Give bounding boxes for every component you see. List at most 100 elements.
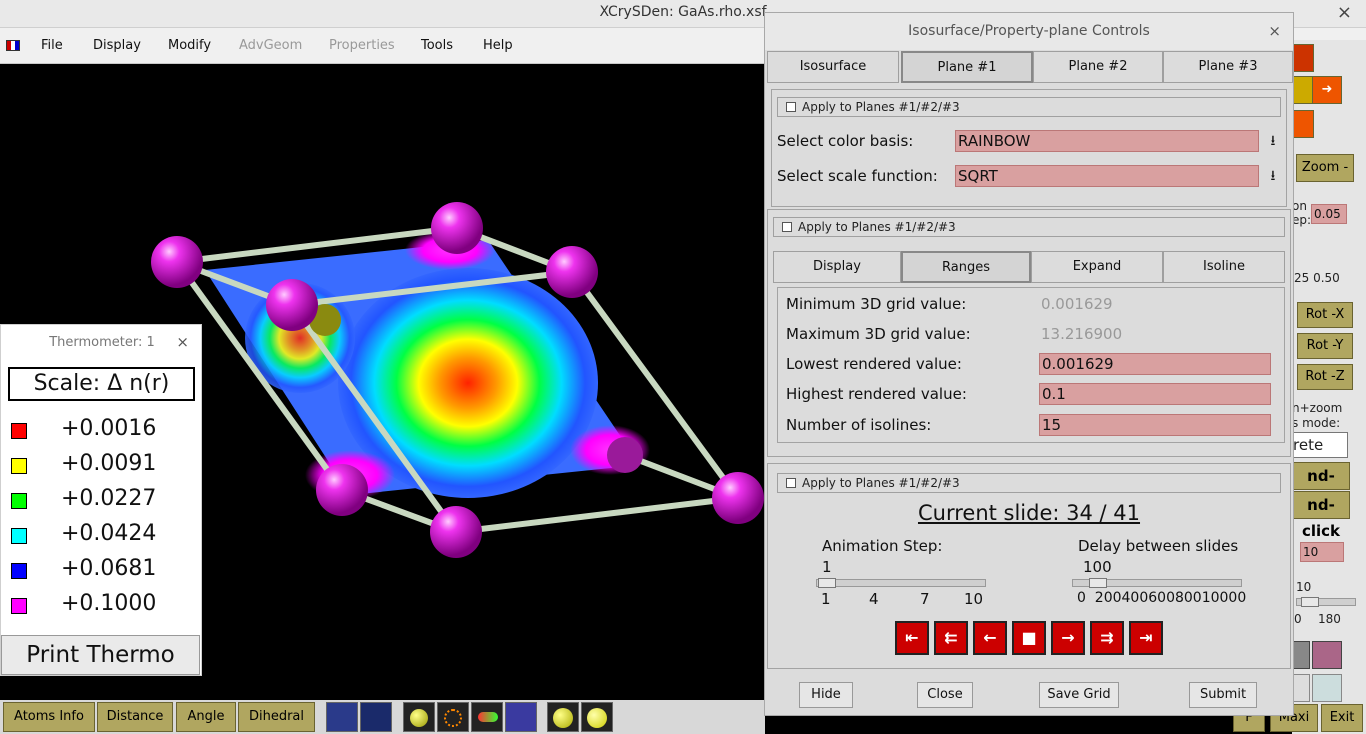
cell-view-icon[interactable]	[326, 702, 358, 732]
balls-icon[interactable]	[403, 702, 435, 732]
animation-step-slider[interactable]	[816, 578, 986, 588]
lowest-rendered-label: Lowest rendered value:	[786, 355, 962, 373]
next-icon[interactable]: →	[1051, 621, 1085, 655]
rewind-icon[interactable]: ⇇	[934, 621, 968, 655]
min-grid-value: 0.001629	[1041, 295, 1113, 313]
wireframe-ball-icon[interactable]	[437, 702, 469, 732]
color-swatch	[11, 528, 27, 544]
delay-label: Delay between slides	[1078, 537, 1239, 555]
apply-planes-checkbox-3[interactable]: Apply to Planes #1/#2/#3	[777, 473, 1281, 493]
tick-180: 180	[1318, 612, 1341, 626]
atom[interactable]	[431, 202, 483, 254]
rotation-step-label: on ep:	[1292, 199, 1312, 227]
fast-forward-icon[interactable]: ⇉	[1090, 621, 1124, 655]
atom[interactable]	[430, 506, 482, 558]
menu-properties: Properties	[329, 38, 395, 53]
space-fill-icon[interactable]	[547, 702, 579, 732]
menu-file[interactable]: File	[41, 38, 63, 53]
anim-tick-7: 7	[920, 590, 930, 608]
atom[interactable]	[546, 246, 598, 298]
atom[interactable]	[316, 464, 368, 516]
angle-slider[interactable]	[1296, 597, 1356, 607]
highest-rendered-field[interactable]: 0.1	[1039, 383, 1271, 405]
thermometer-value: +0.1000	[61, 591, 157, 616]
cursor-icon[interactable]	[1312, 641, 1342, 669]
arrow-right-icon[interactable]: ➜	[1312, 76, 1342, 104]
exit-button[interactable]: Exit	[1321, 704, 1363, 732]
previous-icon[interactable]: ←	[973, 621, 1007, 655]
tab-isosurface[interactable]: Isosurface	[767, 51, 899, 83]
scale-function-field[interactable]: SQRT	[955, 165, 1259, 187]
first-slide-icon[interactable]: ⇤	[895, 621, 929, 655]
dialog-title: Isosurface/Property-plane Controls	[765, 13, 1293, 50]
anim-tick-10: 10	[964, 590, 984, 608]
tab-plane-2[interactable]: Plane #2	[1033, 51, 1163, 83]
thermometer-value: +0.0424	[61, 521, 157, 546]
apply-planes-checkbox-2[interactable]: Apply to Planes #1/#2/#3	[773, 217, 1285, 237]
value-10-field[interactable]: 10	[1300, 542, 1344, 562]
animation-step-value: 1	[822, 558, 832, 576]
mode-select[interactable]: rete	[1292, 432, 1348, 458]
main-close-icon[interactable]: ×	[1336, 2, 1352, 23]
rot-minus-x-button[interactable]: Rot -X	[1297, 302, 1353, 328]
angle-button[interactable]: Angle	[176, 702, 236, 732]
density-core	[338, 268, 598, 498]
isolines-label: Number of isolines:	[786, 416, 932, 434]
tab-plane-3[interactable]: Plane #3	[1163, 51, 1293, 83]
close-button[interactable]: Close	[917, 682, 973, 708]
color-basis-dropdown-icon[interactable]: ⭳	[1270, 133, 1276, 149]
color-swatch	[11, 423, 27, 439]
submit-button[interactable]: Submit	[1189, 682, 1257, 708]
ranges-frame	[767, 209, 1291, 457]
subtab-ranges[interactable]: Ranges	[901, 251, 1031, 283]
lines-icon[interactable]	[505, 702, 537, 732]
color-basis-field[interactable]: RAINBOW	[955, 130, 1259, 152]
menu-help[interactable]: Help	[483, 38, 513, 53]
atom[interactable]	[712, 472, 764, 524]
thermometer-value: +0.0016	[61, 416, 157, 441]
zoom-minus-button[interactable]: Zoom -	[1296, 154, 1354, 182]
atoms-info-button[interactable]: Atoms Info	[3, 702, 95, 732]
hold-mode-button[interactable]: nd-hold	[1292, 462, 1350, 511]
subtab-expand[interactable]: Expand	[1031, 251, 1163, 283]
lowest-rendered-field[interactable]: 0.001629	[1039, 353, 1271, 375]
thermometer-entry: +0.0091	[11, 451, 196, 481]
subtab-isoline[interactable]: Isoline	[1163, 251, 1285, 283]
unit-cell-icon[interactable]	[360, 702, 392, 732]
distance-button[interactable]: Distance	[97, 702, 173, 732]
thermometer-title: Thermometer: 1	[49, 335, 155, 350]
rot-minus-y-button[interactable]: Rot -Y	[1297, 333, 1353, 359]
stop-icon[interactable]: ■	[1012, 621, 1046, 655]
dialog-close-icon[interactable]: ×	[1268, 22, 1281, 40]
sticks-icon[interactable]	[471, 702, 503, 732]
menu-display[interactable]: Display	[93, 38, 141, 53]
dihedral-button[interactable]: Dihedral	[238, 702, 315, 732]
last-slide-icon[interactable]: ⇥	[1129, 621, 1163, 655]
scale-function-dropdown-icon[interactable]: ⭳	[1270, 168, 1276, 184]
atom[interactable]	[266, 279, 318, 331]
isolines-field[interactable]: 15	[1039, 414, 1271, 436]
hide-button[interactable]: Hide	[799, 682, 853, 708]
save-image-icon[interactable]	[1312, 674, 1342, 702]
subtab-display[interactable]: Display	[773, 251, 901, 283]
save-grid-button[interactable]: Save Grid	[1039, 682, 1119, 708]
menu-modify[interactable]: Modify	[168, 38, 212, 53]
apply-planes-checkbox-1[interactable]: Apply to Planes #1/#2/#3	[777, 97, 1281, 117]
ball-stick-icon[interactable]	[581, 702, 613, 732]
color-swatch	[11, 493, 27, 509]
click-mode-button[interactable]: nd-click	[1292, 491, 1350, 540]
print-icon[interactable]	[1292, 674, 1310, 702]
thermometer-close-icon[interactable]: ×	[176, 333, 189, 351]
delay-slider[interactable]	[1072, 578, 1242, 588]
highest-rendered-label: Highest rendered value:	[786, 385, 967, 403]
menu-tools[interactable]: Tools	[421, 38, 454, 53]
tab-plane-1[interactable]: Plane #1	[901, 51, 1033, 83]
color-basis-label: Select color basis:	[777, 132, 914, 150]
animation-step-label: Animation Step:	[822, 537, 943, 555]
rot-minus-z-button[interactable]: Rot -Z	[1297, 364, 1353, 390]
tick-0: 0	[1294, 612, 1302, 626]
print-thermo-button[interactable]: Print Thermo	[1, 635, 200, 675]
view-icon[interactable]	[1292, 641, 1310, 669]
atom[interactable]	[151, 236, 203, 288]
rotation-step-field[interactable]: 0.05	[1311, 204, 1347, 224]
